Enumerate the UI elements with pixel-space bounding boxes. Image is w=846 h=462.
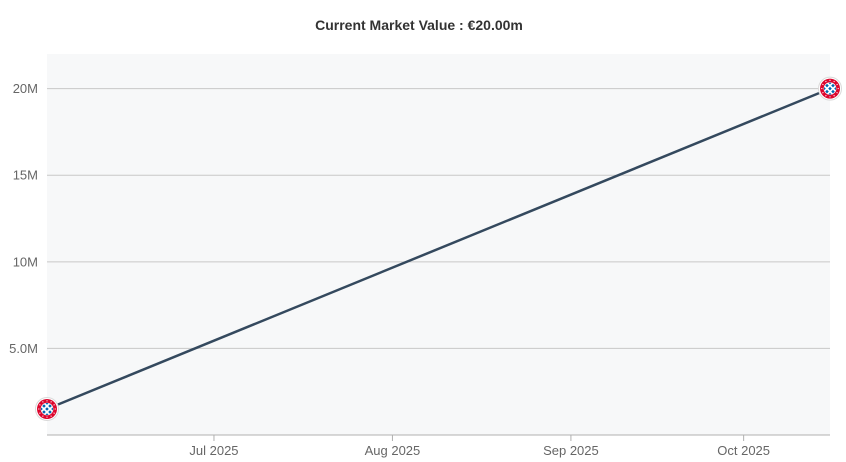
x-tick-label: Sep 2025: [543, 443, 599, 458]
y-tick-label: 10M: [13, 254, 38, 269]
gridlines: [47, 88, 830, 349]
series-line: [46, 87, 831, 411]
crest-ring-mark: [39, 412, 41, 414]
x-tick-label: Oct 2025: [717, 443, 770, 458]
y-tick-label: 20M: [13, 81, 38, 96]
fc-bayern-crest-icon[interactable]: [35, 397, 59, 421]
plot-area: [47, 54, 830, 435]
crest-ring-mark: [825, 94, 827, 97]
crest-ring-mark: [822, 91, 824, 94]
crest-ring-mark: [50, 401, 52, 403]
crest-ring-mark: [833, 80, 835, 83]
y-tick-label: 5.0M: [9, 341, 38, 356]
y-tick-label: 15M: [13, 168, 38, 183]
data-points: [35, 76, 842, 421]
series: [46, 87, 831, 411]
crest-ring-mark: [833, 94, 835, 97]
crest-ring-mark: [50, 415, 52, 417]
crest-ring-mark: [836, 91, 838, 94]
crest-ring-mark: [53, 404, 55, 406]
crest-ring-mark: [39, 404, 41, 406]
fc-bayern-crest-icon[interactable]: [818, 76, 842, 101]
crest-ring-mark: [825, 80, 827, 83]
crest-ring-mark: [42, 401, 44, 403]
chart-title: Current Market Value : €20.00m: [315, 17, 523, 33]
crest-ring-mark: [53, 412, 55, 414]
crest-ring-mark: [836, 83, 838, 86]
crest-ring-mark: [42, 415, 44, 417]
x-tick-label: Jul 2025: [189, 443, 238, 458]
x-tick-label: Aug 2025: [365, 443, 421, 458]
axes: 5.0M 10M 15M 20M Jul 2025 Aug 2025 Sep 2025 Oct…: [9, 81, 830, 458]
crest-ring-mark: [822, 83, 824, 86]
